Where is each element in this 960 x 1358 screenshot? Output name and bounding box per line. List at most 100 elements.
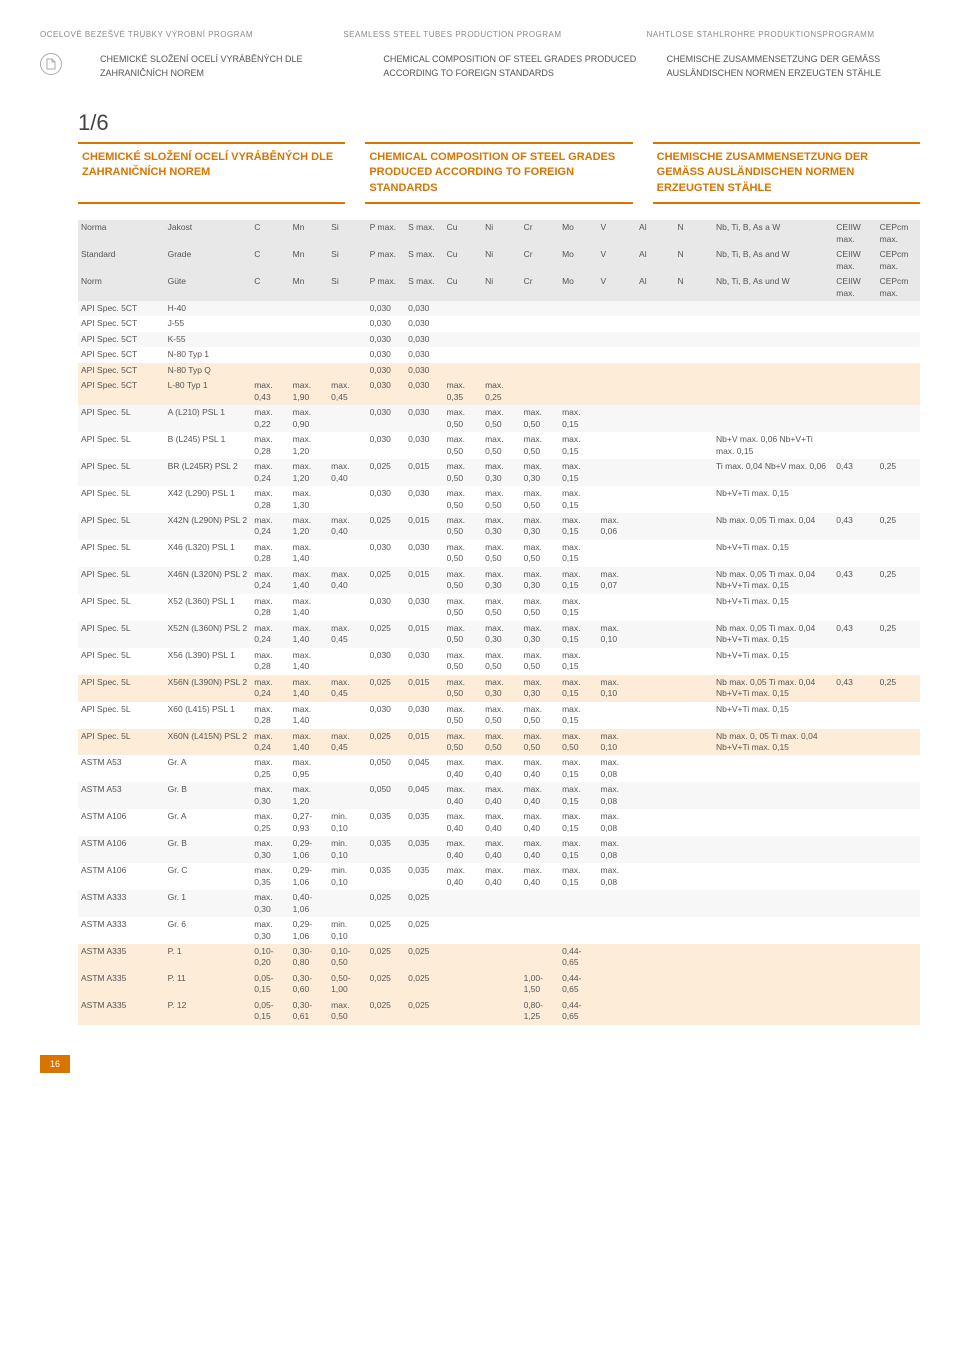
table-cell: 0,030: [367, 486, 405, 513]
table-cell: max. 1,40: [290, 675, 328, 702]
table-cell: [675, 917, 713, 944]
table-cell: 0,025: [405, 998, 443, 1025]
table-cell: [713, 301, 833, 316]
table-cell: [598, 459, 636, 486]
table-cell: 0,045: [405, 782, 443, 809]
table-cell: [877, 347, 920, 362]
table-cell: 0,030: [405, 301, 443, 316]
table-header-cell: Cu: [444, 247, 482, 274]
table-cell: 0,30- 0,80: [290, 944, 328, 971]
table-cell: [636, 347, 674, 362]
table-cell: Gr. B: [165, 836, 252, 863]
table-cell: 0,43: [833, 567, 876, 594]
table-cell: 0,44- 0,65: [559, 998, 597, 1025]
table-cell: 0,025: [405, 917, 443, 944]
table-cell: max. 0,15: [559, 782, 597, 809]
table-cell: 0,030: [405, 316, 443, 331]
table-cell: [636, 363, 674, 378]
table-cell: 0,25: [877, 675, 920, 702]
table-row: API Spec. 5LX52N (L360N) PSL 2max. 0,24m…: [78, 621, 920, 648]
table-cell: ASTM A53: [78, 782, 165, 809]
table-cell: [833, 363, 876, 378]
table-cell: [833, 301, 876, 316]
table-cell: X46 (L320) PSL 1: [165, 540, 252, 567]
table-cell: [877, 363, 920, 378]
table-header-cell: S max.: [405, 220, 443, 247]
table-cell: [877, 782, 920, 809]
top-header-cz: OCELOVÉ BEZEŠVÉ TRUBKY VÝROBNÍ PROGRAM: [40, 30, 313, 39]
table-cell: [713, 944, 833, 971]
table-cell: max. 1,40: [290, 729, 328, 756]
table-header-cell: Nb, Ti, B, As und W: [713, 274, 833, 301]
table-cell: [675, 378, 713, 405]
table-cell: max. 0,40: [521, 809, 559, 836]
table-cell: 0,015: [405, 729, 443, 756]
table-cell: max. 0,40: [482, 782, 520, 809]
table-row: ASTM A53Gr. Amax. 0,25max. 0,950,0500,04…: [78, 755, 920, 782]
table-cell: 0,025: [367, 675, 405, 702]
table-row: API Spec. 5LX60N (L415N) PSL 2max. 0,24m…: [78, 729, 920, 756]
table-cell: 0,29- 1,06: [290, 836, 328, 863]
table-cell: 0,05- 0,15: [251, 998, 289, 1025]
table-header-cell: Standard: [78, 247, 165, 274]
table-cell: 0,030: [367, 648, 405, 675]
table-cell: 0,030: [367, 432, 405, 459]
table-cell: max. 1,40: [290, 621, 328, 648]
table-cell: [482, 332, 520, 347]
table-cell: Nb+V+Ti max. 0,15: [713, 648, 833, 675]
table-row: ASTM A106Gr. Bmax. 0,300,29- 1,06min. 0,…: [78, 836, 920, 863]
table-cell: max. 0,30: [521, 675, 559, 702]
sub-header-cz: CHEMICKÉ SLOŽENÍ OCELÍ VYRÁBĚNÝCH DLE ZA…: [100, 53, 353, 80]
table-cell: max. 0,50: [482, 594, 520, 621]
table-header-cell: Güte: [165, 274, 252, 301]
table-cell: [675, 513, 713, 540]
table-cell: max. 0,24: [251, 621, 289, 648]
table-row: API Spec. 5LX42N (L290N) PSL 2max. 0,24m…: [78, 513, 920, 540]
table-cell: [877, 405, 920, 432]
table-cell: [521, 378, 559, 405]
title-de: CHEMISCHE ZUSAMMENSETZUNG DER GEMÄSS AUS…: [653, 142, 920, 204]
table-cell: max. 0,40: [521, 863, 559, 890]
table-header-cell: C: [251, 247, 289, 274]
table-cell: [482, 301, 520, 316]
table-cell: H-40: [165, 301, 252, 316]
title-en: CHEMICAL COMPOSITION OF STEEL GRADES PRO…: [365, 142, 632, 204]
table-cell: [290, 316, 328, 331]
table-cell: max. 0,40: [521, 782, 559, 809]
table-cell: 0,015: [405, 459, 443, 486]
table-cell: max. 0,15: [559, 836, 597, 863]
table-cell: max. 1,20: [290, 782, 328, 809]
table-cell: 0,015: [405, 621, 443, 648]
table-cell: ASTM A106: [78, 809, 165, 836]
table-cell: [636, 998, 674, 1025]
table-cell: max. 0,40: [444, 782, 482, 809]
table-cell: P. 11: [165, 971, 252, 998]
table-cell: max. 0,15: [559, 809, 597, 836]
table-row: API Spec. 5LX42 (L290) PSL 1max. 0,28max…: [78, 486, 920, 513]
table-header-cell: Cr: [521, 220, 559, 247]
table-cell: max. 0,50: [521, 405, 559, 432]
table-cell: [833, 729, 876, 756]
table-cell: [559, 378, 597, 405]
table-cell: max. 1,20: [290, 459, 328, 486]
table-cell: [877, 863, 920, 890]
table-cell: max. 1,40: [290, 702, 328, 729]
table-cell: [328, 316, 366, 331]
table-cell: 0,035: [405, 809, 443, 836]
table-cell: [482, 944, 520, 971]
table-cell: [598, 316, 636, 331]
table-cell: [328, 405, 366, 432]
table-cell: 0,030: [367, 301, 405, 316]
table-cell: [833, 809, 876, 836]
table-header-cell: CEPcm max.: [877, 247, 920, 274]
table-row: API Spec. 5CTL-80 Typ 1max. 0,43max. 1,9…: [78, 378, 920, 405]
table-cell: [877, 755, 920, 782]
table-cell: max. 0,08: [598, 863, 636, 890]
table-cell: [833, 971, 876, 998]
table-cell: [598, 432, 636, 459]
table-cell: max. 0,50: [521, 648, 559, 675]
table-cell: max. 0,50: [444, 405, 482, 432]
table-cell: [877, 971, 920, 998]
table-cell: [521, 917, 559, 944]
table-cell: [833, 917, 876, 944]
